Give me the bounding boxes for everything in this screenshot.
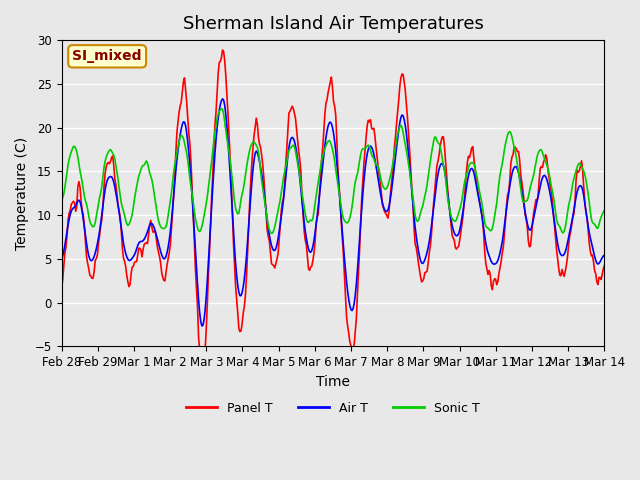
Air T	[589, 249, 597, 255]
Sonic T	[58, 197, 65, 203]
Line: Panel T: Panel T	[61, 50, 604, 351]
Air T	[58, 256, 65, 262]
Panel T	[321, 112, 329, 118]
Sonic T	[321, 146, 329, 152]
Panel T	[589, 259, 597, 265]
Air T	[317, 173, 325, 179]
Air T	[505, 190, 513, 196]
Sonic T	[383, 185, 390, 191]
Panel T	[219, 47, 227, 53]
Panel T	[317, 158, 325, 164]
Panel T	[600, 263, 608, 268]
Sonic T	[268, 230, 275, 236]
Air T	[198, 323, 205, 329]
Sonic T	[354, 171, 362, 177]
Sonic T	[317, 158, 325, 164]
Air T	[219, 96, 227, 102]
Y-axis label: Temperature (C): Temperature (C)	[15, 137, 29, 250]
Title: Sherman Island Air Temperatures: Sherman Island Air Temperatures	[182, 15, 483, 33]
Panel T	[58, 285, 65, 290]
Sonic T	[505, 130, 513, 135]
Air T	[321, 144, 329, 149]
Sonic T	[218, 106, 225, 112]
Panel T	[505, 188, 513, 194]
Panel T	[383, 213, 390, 218]
Air T	[383, 209, 390, 215]
Line: Sonic T: Sonic T	[61, 109, 604, 233]
Sonic T	[589, 221, 597, 227]
Air T	[354, 267, 362, 273]
Sonic T	[600, 207, 608, 213]
Air T	[600, 252, 608, 258]
Line: Air T: Air T	[61, 99, 604, 326]
Panel T	[196, 348, 204, 354]
Text: SI_mixed: SI_mixed	[72, 49, 142, 63]
Panel T	[354, 290, 362, 296]
X-axis label: Time: Time	[316, 374, 350, 389]
Legend: Panel T, Air T, Sonic T: Panel T, Air T, Sonic T	[181, 397, 485, 420]
